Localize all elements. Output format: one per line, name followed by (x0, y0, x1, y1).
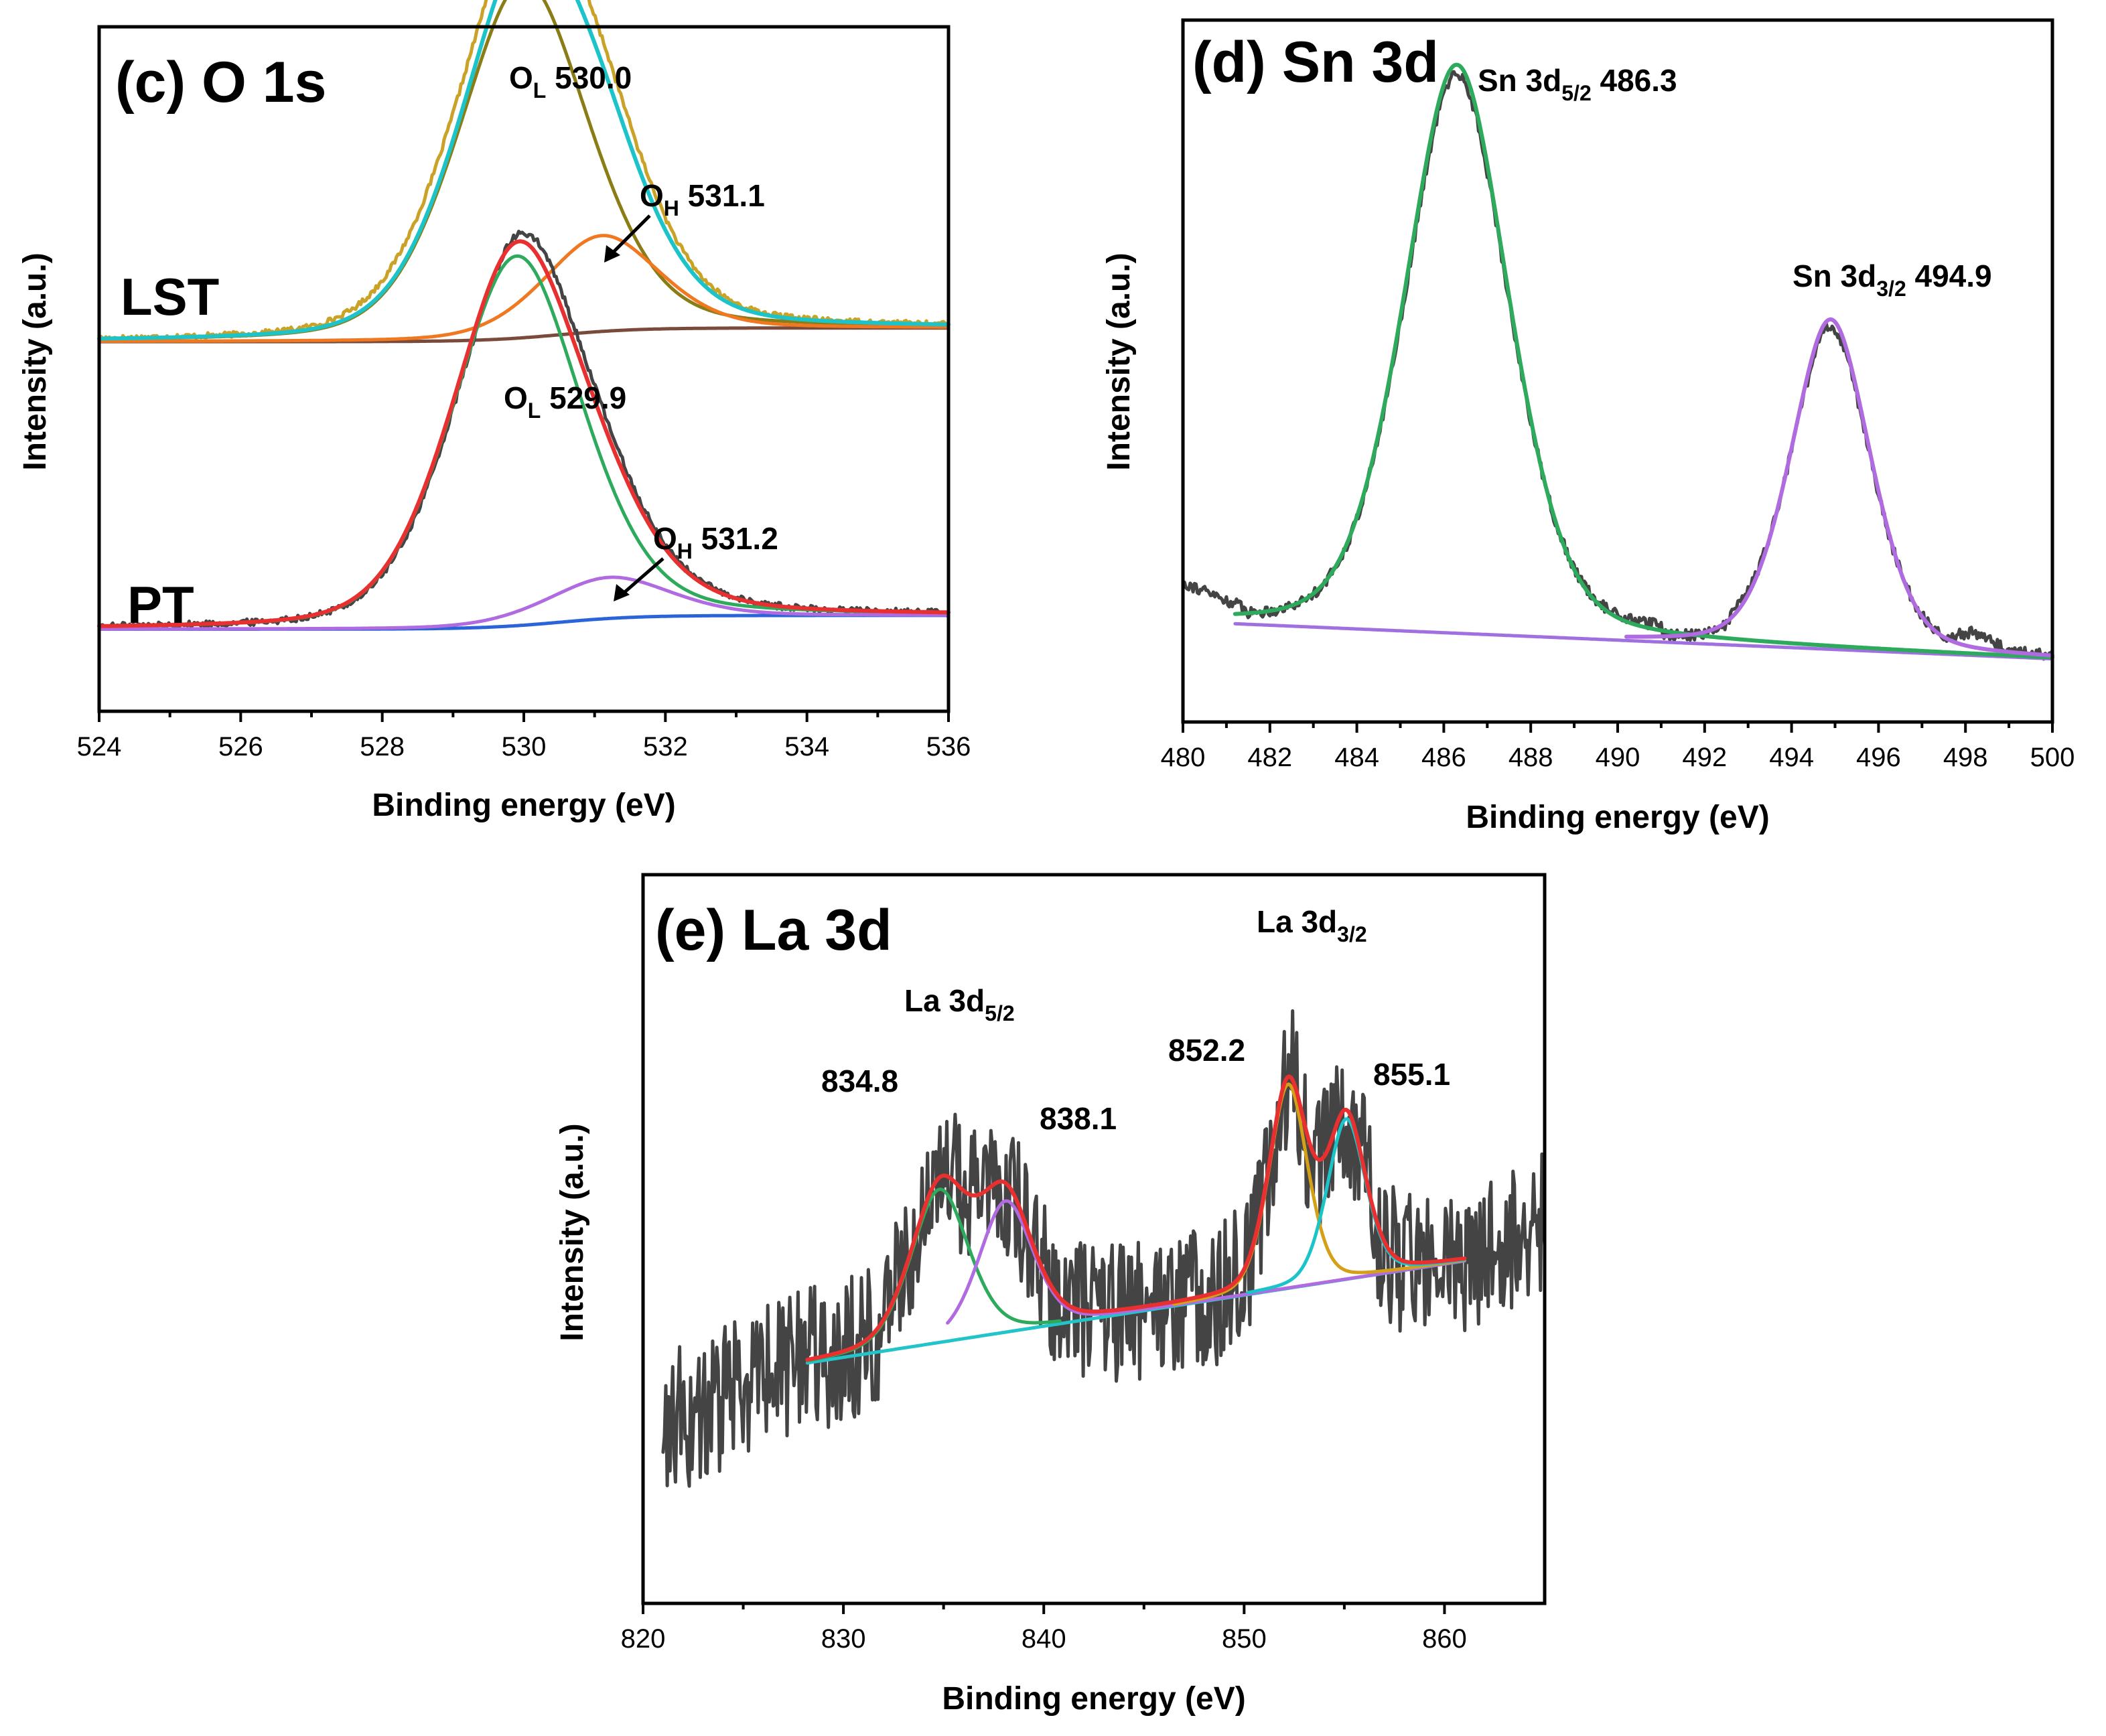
panel-e-annotation-852-2: 852.2 (1168, 1033, 1245, 1068)
panel-d-y-axis-label: Intensity (a.u.) (1101, 252, 1137, 470)
panel-c-x-axis-label: Binding energy (eV) (372, 788, 675, 823)
ann-main: O (653, 521, 677, 556)
panel-d-ticks: 480 482 484 486 488 490 492 494 496 498 500 (1161, 722, 2075, 772)
panel-c-annotation-ol-lst: OL 530.0 (509, 60, 632, 102)
panel-e-title: (e) La 3d (655, 898, 892, 962)
ann-main: O (640, 178, 664, 213)
panel-d-background-line (1233, 622, 2054, 661)
panel-e-annotation-la-3-2: La 3d3/2 (1257, 904, 1367, 946)
x-tick-label: 490 (1596, 743, 1640, 772)
x-tick-label: 530 (502, 732, 547, 762)
ann-sub: 3/2 (1337, 922, 1366, 946)
ann-sub: 5/2 (985, 1001, 1014, 1025)
ann-sub: L (533, 78, 547, 102)
panel-e-envelope-line (805, 1074, 1467, 1362)
panel-e-annotation-834-8: 834.8 (821, 1064, 898, 1098)
ann-rest: 486.3 (1592, 63, 1677, 98)
panel-c-sample-lst-label: LST (121, 267, 219, 326)
ann-main: La 3d (904, 983, 985, 1018)
x-tick-label: 482 (1247, 743, 1292, 772)
panel-d-sn-3d3-2-fit-line (1624, 317, 2054, 658)
x-tick-label: 534 (784, 732, 829, 762)
panel-d-annotation-sn-5-2: Sn 3d5/2 486.3 (1478, 63, 1677, 105)
x-tick-label: 524 (77, 732, 122, 762)
ann-main: O (509, 60, 533, 95)
panel-d-sn-3d5-2-fit-line (1233, 62, 2054, 660)
ann-main: Sn 3d (1793, 259, 1876, 293)
panel-c-pt-envelope-line (97, 239, 951, 628)
x-tick-label: 820 (621, 1624, 666, 1654)
ann-sub: 3/2 (1876, 277, 1906, 301)
ann-main: Sn 3d (1478, 63, 1561, 98)
ann-sub: 5/2 (1561, 81, 1591, 105)
panel-c-lst-o-h-fit-line (97, 234, 951, 343)
panel-e-curves (661, 1009, 1547, 1488)
panel-c-pt-o-h-fit-line (97, 575, 951, 631)
panel-c-arrow-oh-lst (604, 214, 651, 263)
ann-main: O (504, 380, 528, 415)
panel-d-title: (d) Sn 3d (1192, 30, 1439, 94)
x-tick-label: 500 (2030, 743, 2075, 772)
x-tick-label: 486 (1421, 743, 1466, 772)
panel-c-title: (c) O 1s (115, 50, 326, 115)
panel-d-x-axis-label: Binding energy (eV) (1466, 800, 1769, 835)
x-tick-label: 526 (218, 732, 263, 762)
x-tick-label: 536 (926, 732, 971, 762)
ann-sub: H (664, 196, 679, 220)
panel-e-ticks: 820 830 840 850 860 (621, 1603, 1467, 1654)
panel-e-annotation-la-5-2: La 3d5/2 (904, 983, 1015, 1025)
panel-d: 480 482 484 486 488 490 492 494 496 498 500 (d) Sn… (1101, 18, 2075, 835)
ann-sub: L (528, 399, 541, 423)
panel-c: 524 526 528 530 532 534 536 (c) O 1s LST PT OL… (17, 0, 971, 823)
ann-rest: 531.1 (679, 178, 765, 213)
x-tick-label: 480 (1161, 743, 1206, 772)
panel-d-curves (1181, 62, 2054, 661)
x-tick-label: 494 (1769, 743, 1814, 772)
panel-e-x-axis-label: Binding energy (eV) (942, 1681, 1245, 1717)
panel-e: 820 830 840 850 860 (e) La 3d La 3d5/2 La 3d… (555, 873, 1547, 1717)
panel-c-annotation-oh-lst: OH 531.1 (640, 178, 765, 220)
panel-c-annotation-oh-pt: OH 531.2 (653, 521, 778, 563)
ann-sub: H (677, 539, 693, 563)
ann-rest: 529.9 (541, 380, 626, 415)
ann-rest: 494.9 (1906, 259, 1992, 293)
x-tick-label: 492 (1682, 743, 1727, 772)
panel-e-annotation-855-1: 855.1 (1373, 1057, 1450, 1092)
x-tick-label: 860 (1422, 1624, 1467, 1654)
panel-c-curves (97, 0, 951, 631)
x-tick-label: 528 (360, 732, 405, 762)
panel-c-lst-envelope-line (97, 0, 951, 341)
ann-main: La 3d (1257, 904, 1337, 939)
panel-c-y-axis-label: Intensity (a.u.) (17, 252, 53, 470)
ann-rest: 531.2 (693, 521, 778, 556)
x-tick-label: 830 (821, 1624, 866, 1654)
x-tick-label: 850 (1222, 1624, 1267, 1654)
panel-c-arrow-oh-pt (614, 557, 664, 601)
panel-e-frame (641, 873, 1547, 1605)
panel-c-ticks: 524 526 528 530 532 534 536 (77, 711, 971, 762)
panel-e-y-axis-label: Intensity (a.u.) (555, 1123, 590, 1341)
x-tick-label: 532 (643, 732, 688, 762)
panel-e-annotation-838-1: 838.1 (1040, 1101, 1117, 1136)
panel-d-annotation-sn-3-2: Sn 3d3/2 494.9 (1793, 259, 1992, 301)
x-tick-label: 496 (1856, 743, 1901, 772)
x-tick-label: 488 (1508, 743, 1553, 772)
panel-c-annotation-ol-pt: OL 529.9 (504, 380, 626, 423)
ann-rest: 530.0 (546, 60, 632, 95)
x-tick-label: 484 (1334, 743, 1379, 772)
x-tick-label: 840 (1022, 1624, 1066, 1654)
panel-c-sample-pt-label: PT (127, 575, 194, 634)
x-tick-label: 498 (1943, 743, 1988, 772)
